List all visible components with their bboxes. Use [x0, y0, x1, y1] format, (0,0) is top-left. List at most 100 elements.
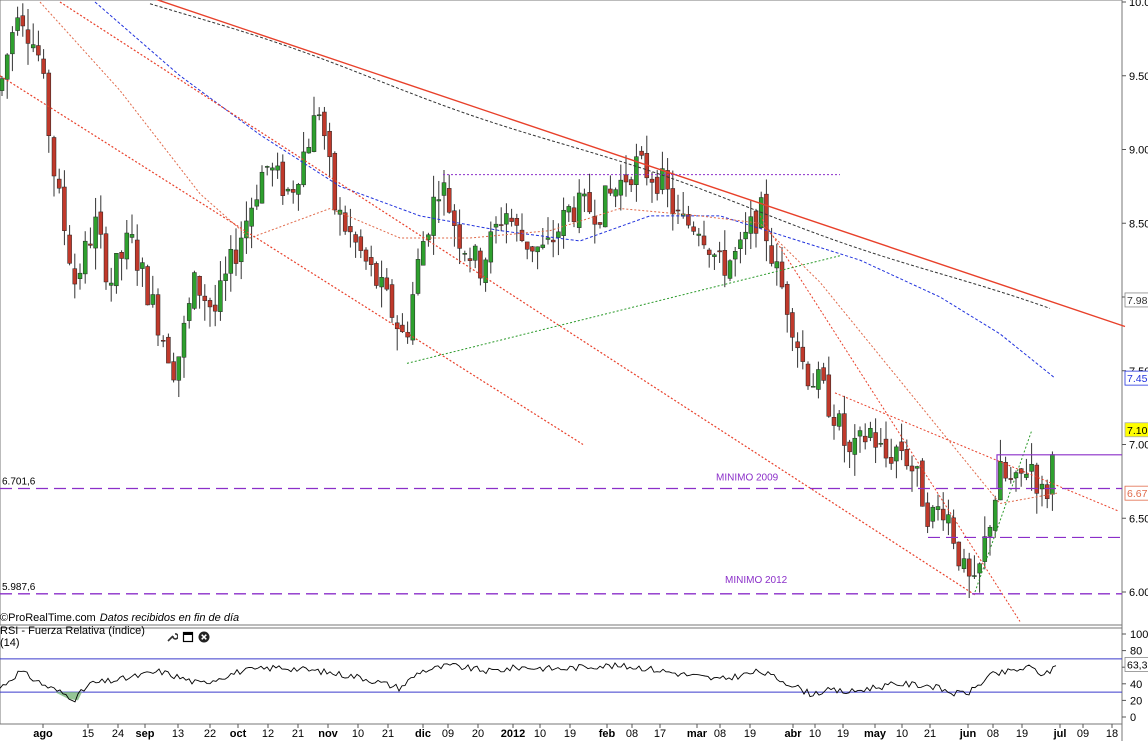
candle-body — [394, 322, 400, 330]
candle-body — [800, 346, 806, 362]
candle-body — [93, 216, 98, 249]
x-tick-label: 2012 — [501, 728, 525, 740]
x-tick-label: jun — [959, 728, 977, 740]
rsi-tick-label: 100 — [1130, 629, 1148, 641]
close-icon[interactable] — [198, 631, 210, 643]
x-tick-label: 08 — [714, 728, 726, 740]
x-tick-label: 19 — [564, 728, 576, 740]
candle-body — [914, 466, 920, 469]
candle-body — [472, 245, 478, 261]
x-tick-label: feb — [599, 728, 616, 740]
x-tick-label: 15 — [82, 728, 94, 740]
support-level-label: 5.987,6 — [2, 582, 36, 593]
x-tick-label: oct — [230, 728, 247, 740]
candle-body — [951, 517, 956, 544]
rising-trendline-short — [974, 429, 1033, 593]
candle-body — [296, 184, 301, 195]
candle-body — [992, 499, 998, 531]
candle-body — [244, 220, 249, 239]
candle-body — [467, 258, 473, 261]
candle-body — [769, 245, 774, 264]
candle-body — [290, 189, 296, 193]
candle-body — [374, 263, 379, 286]
candle-body — [129, 234, 135, 238]
candle-body — [0, 78, 5, 91]
y-tick-label: 6.00 — [1129, 587, 1148, 599]
x-tick-label: 09 — [1077, 728, 1089, 740]
candle-body — [254, 199, 260, 207]
candle-body — [197, 275, 202, 296]
candle-body — [634, 156, 639, 185]
x-tick-label: 24 — [112, 728, 124, 740]
candle-body — [285, 188, 291, 192]
wrench-icon[interactable] — [166, 631, 178, 643]
window-icon[interactable] — [182, 631, 194, 643]
candle-body — [36, 45, 41, 56]
candle-body — [311, 115, 317, 152]
candle-body — [150, 294, 156, 305]
candle-body — [462, 253, 468, 255]
candle-body — [348, 226, 353, 233]
candle-body — [842, 413, 847, 446]
candle-body — [119, 252, 124, 259]
candle-body — [857, 430, 863, 437]
candle-body — [982, 536, 988, 562]
y-tick-label: 8.50 — [1129, 218, 1148, 230]
candle-body — [930, 506, 936, 522]
candle-body — [946, 514, 951, 524]
candle-body — [88, 243, 93, 246]
candle-body — [446, 188, 452, 213]
candle-body — [966, 558, 972, 577]
candle-body — [431, 196, 436, 236]
candle-body — [72, 268, 78, 285]
candle-body — [1024, 473, 1029, 478]
candle-body — [160, 340, 166, 342]
x-tick-label: 12 — [262, 728, 274, 740]
candle-body — [171, 361, 176, 381]
candle-body — [582, 193, 587, 197]
candle-body — [654, 176, 660, 194]
candle-body — [717, 250, 722, 253]
x-tick-label: sep — [136, 728, 155, 740]
candle-body — [686, 214, 691, 226]
candle-body — [852, 437, 858, 455]
candle-body — [218, 280, 223, 312]
candle-body — [186, 303, 192, 321]
candle-body — [878, 443, 884, 445]
candle-body — [207, 300, 213, 308]
candle-body — [540, 244, 546, 248]
candle-body — [145, 266, 150, 306]
candle-body — [46, 72, 52, 136]
candle-body — [1013, 472, 1019, 479]
candle-body — [987, 526, 993, 537]
rsi-tick-label: 20 — [1130, 695, 1142, 707]
ma-mid-line — [94, 1, 1056, 379]
candle-body — [498, 224, 504, 226]
support-level-label: 6.701,6 — [2, 477, 36, 488]
candle-body — [1039, 483, 1045, 490]
candle-body — [342, 212, 348, 232]
price-tag-box — [1124, 292, 1148, 308]
candle-body — [228, 248, 234, 274]
candles-group — [0, 3, 1055, 599]
y-tick-label: 9.00 — [1129, 145, 1148, 157]
candle-body — [62, 186, 67, 231]
candle-body — [155, 294, 161, 336]
candle-body — [488, 231, 494, 263]
y-tick-label: 6.50 — [1129, 513, 1148, 525]
candle-body — [894, 446, 899, 462]
x-tick-label: 22 — [204, 728, 216, 740]
candle-body — [457, 224, 462, 249]
candle-body — [426, 234, 431, 241]
candle-body — [883, 438, 889, 459]
candle-body — [176, 356, 182, 381]
candle-body — [108, 282, 114, 286]
candle-body — [202, 295, 208, 301]
candle-body — [904, 449, 910, 467]
candle-body — [98, 211, 104, 235]
rsi-tick-label: 0 — [1130, 712, 1136, 724]
rsi-panel-frame — [0, 627, 1123, 725]
support-level-note: MINIMO 2012 — [725, 575, 788, 586]
candle-body — [4, 54, 10, 80]
